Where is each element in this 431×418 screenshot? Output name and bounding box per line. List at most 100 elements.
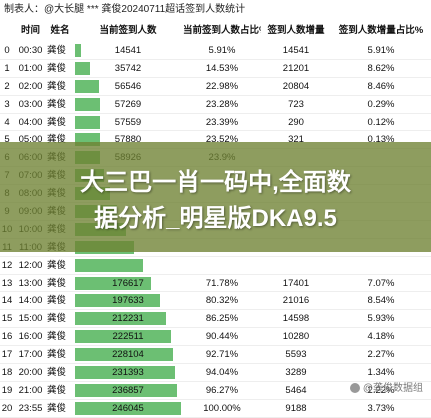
row-name: 龚俊 bbox=[47, 98, 67, 110]
row-incpct: 5.91% bbox=[367, 45, 395, 56]
row-inc: 290 bbox=[288, 116, 304, 128]
col-incpct: 签到人数增量占比% bbox=[338, 25, 424, 36]
row-time: 15:00 bbox=[18, 313, 43, 325]
table-row: 13 13:00 龚俊 176617 71.78% 17401 7.07% bbox=[0, 275, 431, 293]
row-pct: 92.71% bbox=[205, 349, 239, 361]
row-incpct: 3.73% bbox=[367, 402, 395, 414]
row-index: 2 bbox=[4, 80, 10, 92]
row-pct: 100.00% bbox=[203, 402, 241, 414]
row-count: 57559 bbox=[114, 116, 142, 128]
row-incpct: 5.93% bbox=[367, 313, 395, 325]
row-inc: 5464 bbox=[285, 384, 307, 396]
table-row: 20 23:55 龚俊 246045 100.00% 9188 3.73% bbox=[0, 400, 431, 418]
count-bar bbox=[75, 61, 91, 75]
row-time: 04:00 bbox=[18, 116, 43, 128]
watermark: @龚俊数据组 bbox=[349, 379, 423, 394]
row-name: 龚俊 bbox=[47, 384, 67, 396]
row-count-cell: 14541 bbox=[73, 42, 183, 59]
row-time: 03:00 bbox=[18, 98, 43, 110]
row-time: 00:30 bbox=[18, 45, 43, 56]
table-row: 15 15:00 龚俊 212231 86.25% 14598 5.93% bbox=[0, 310, 431, 329]
row-name: 龚俊 bbox=[47, 45, 67, 56]
row-time: 02:00 bbox=[18, 80, 43, 92]
row-name: 龚俊 bbox=[47, 402, 67, 414]
row-incpct bbox=[331, 257, 431, 274]
row-count: 228104 bbox=[112, 349, 144, 361]
row-index: 12 bbox=[1, 259, 13, 271]
row-index: 5 bbox=[4, 134, 10, 146]
row-pct: 22.98% bbox=[205, 80, 239, 92]
row-pct: 80.32% bbox=[205, 295, 239, 307]
table-row: 17 17:00 龚俊 228104 92.71% 5593 2.27% bbox=[0, 346, 431, 365]
row-count: 212231 bbox=[112, 313, 144, 325]
row-count-cell: 197633 bbox=[73, 292, 183, 309]
row-incpct: 4.18% bbox=[367, 331, 395, 343]
table-header-title: 制表人：@大长腿 *** 龚俊20240711超话签到人数统计 bbox=[4, 4, 246, 15]
row-count-cell: 246045 bbox=[73, 400, 183, 417]
row-index: 19 bbox=[1, 384, 13, 396]
overlay-line-2: 据分析_明星版DKA9.5 bbox=[94, 205, 337, 232]
row-name: 龚俊 bbox=[47, 313, 67, 325]
table-row: 14 14:00 龚俊 197633 80.32% 21016 8.54% bbox=[0, 292, 431, 311]
count-bar bbox=[75, 79, 100, 93]
row-time: 23:55 bbox=[18, 402, 43, 414]
row-index: 0 bbox=[4, 45, 10, 56]
row-inc: 17401 bbox=[282, 277, 310, 289]
col-index bbox=[0, 20, 14, 42]
row-index: 1 bbox=[4, 62, 10, 74]
count-bar bbox=[75, 276, 152, 290]
row-name: 龚俊 bbox=[47, 367, 67, 379]
table-row: 4 04:00 龚俊 57559 23.39% 290 0.12% bbox=[0, 114, 431, 132]
row-index: 17 bbox=[1, 349, 13, 361]
overlay-line-1: 大三巴一肖一码中,全面数 bbox=[80, 169, 351, 196]
row-count-cell: 57269 bbox=[73, 96, 183, 113]
row-incpct: 0.12% bbox=[367, 116, 395, 128]
row-count: 14541 bbox=[114, 45, 142, 56]
row-name: 龚俊 bbox=[47, 62, 67, 74]
row-pct: 96.27% bbox=[205, 384, 239, 396]
row-count: 197633 bbox=[112, 295, 144, 307]
row-count: 231393 bbox=[112, 367, 144, 379]
row-count: 176617 bbox=[112, 277, 144, 289]
count-bar bbox=[75, 258, 143, 272]
row-time: 05:00 bbox=[18, 134, 43, 146]
table-row: 3 03:00 龚俊 57269 23.28% 723 0.29% bbox=[0, 96, 431, 114]
count-bar bbox=[75, 312, 167, 326]
row-incpct: 0.29% bbox=[367, 98, 395, 110]
row-pct: 23.39% bbox=[205, 116, 239, 128]
row-count-cell: 56546 bbox=[73, 78, 183, 95]
row-incpct: 0.13% bbox=[367, 134, 395, 146]
row-index: 18 bbox=[1, 367, 13, 379]
col-time: 时间 bbox=[20, 25, 40, 36]
row-incpct: 1.34% bbox=[367, 367, 395, 379]
count-bar bbox=[75, 330, 171, 344]
row-pct: 5.91% bbox=[208, 45, 236, 56]
row-inc: 10280 bbox=[282, 331, 310, 343]
weibo-icon bbox=[349, 383, 360, 394]
row-index: 13 bbox=[1, 277, 13, 289]
row-count: 57880 bbox=[114, 134, 142, 146]
col-name: 姓名 bbox=[50, 25, 70, 36]
row-name: 龚俊 bbox=[47, 295, 67, 307]
row-name: 龚俊 bbox=[47, 134, 67, 146]
row-count-cell: 212231 bbox=[73, 310, 183, 327]
row-count-cell: 35742 bbox=[73, 60, 183, 77]
row-time: 01:00 bbox=[18, 62, 43, 74]
row-time: 14:00 bbox=[18, 295, 43, 307]
row-count: 236857 bbox=[112, 384, 144, 396]
row-name: 龚俊 bbox=[47, 331, 67, 343]
table-row: 18 20:00 龚俊 231393 94.04% 3289 1.34% bbox=[0, 364, 431, 382]
count-bar bbox=[75, 294, 161, 308]
count-bar bbox=[75, 348, 174, 362]
row-inc: 21016 bbox=[282, 295, 310, 307]
count-bar bbox=[75, 44, 82, 57]
col-count: 当前签到人数 bbox=[99, 25, 157, 36]
promo-overlay bbox=[0, 142, 431, 252]
row-count-cell: 231393 bbox=[73, 364, 183, 381]
table-row: 19 21:00 龚俊 236857 96.27% 5464 2.22% bbox=[0, 382, 431, 400]
row-incpct: 8.46% bbox=[367, 80, 395, 92]
row-index: 3 bbox=[4, 98, 10, 110]
row-index: 4 bbox=[4, 116, 10, 128]
row-count-cell: 222511 bbox=[73, 328, 183, 345]
watermark-text: @龚俊数据组 bbox=[362, 383, 423, 394]
